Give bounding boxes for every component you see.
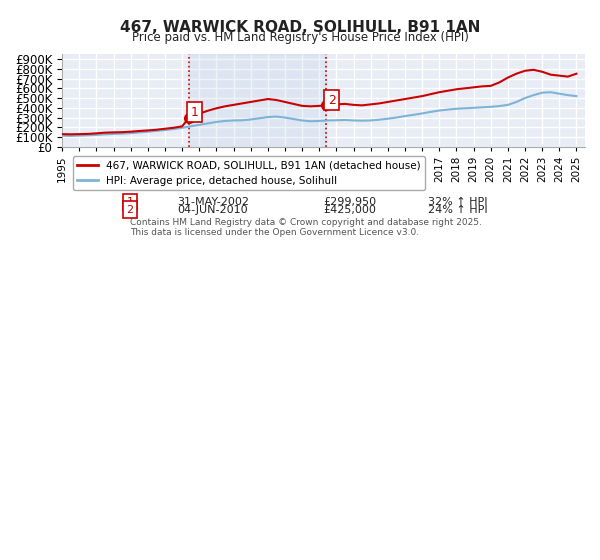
Text: 31-MAY-2002: 31-MAY-2002 <box>177 197 249 207</box>
Text: 32% ↑ HPI: 32% ↑ HPI <box>428 197 488 207</box>
Text: Contains HM Land Registry data © Crown copyright and database right 2025.
This d: Contains HM Land Registry data © Crown c… <box>130 218 482 237</box>
Text: 1: 1 <box>127 197 134 207</box>
Text: 467, WARWICK ROAD, SOLIHULL, B91 1AN: 467, WARWICK ROAD, SOLIHULL, B91 1AN <box>120 20 480 35</box>
Text: 24% ↑ HPI: 24% ↑ HPI <box>428 205 488 214</box>
Bar <box>190 54 326 147</box>
Text: 2: 2 <box>328 94 335 106</box>
Text: 04-JUN-2010: 04-JUN-2010 <box>177 205 248 214</box>
Text: 1: 1 <box>191 106 199 119</box>
Text: £425,000: £425,000 <box>323 205 376 214</box>
Text: Price paid vs. HM Land Registry's House Price Index (HPI): Price paid vs. HM Land Registry's House … <box>131 31 469 44</box>
Legend: 467, WARWICK ROAD, SOLIHULL, B91 1AN (detached house), HPI: Average price, detac: 467, WARWICK ROAD, SOLIHULL, B91 1AN (de… <box>73 156 425 190</box>
Text: £299,950: £299,950 <box>323 197 377 207</box>
Text: 2: 2 <box>127 205 134 214</box>
